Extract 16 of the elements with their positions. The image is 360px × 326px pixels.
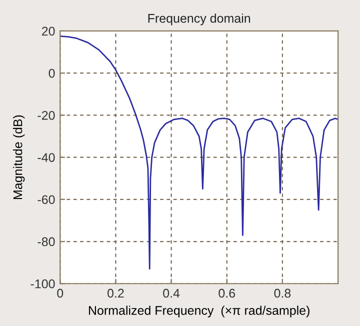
y-tick-label: -20 [38, 110, 55, 120]
y-axis-title: Magnitude (dB) [13, 115, 25, 199]
x-tick-label: 0 [57, 288, 64, 298]
x-tick-label: 0.6 [218, 288, 236, 298]
chart-title: Frequency domain [148, 14, 250, 26]
x-tick-label: 0.4 [163, 288, 180, 298]
y-tick-label: -80 [38, 237, 55, 246]
y-tick-label: -40 [38, 153, 55, 162]
y-tick-label: 0 [48, 68, 55, 78]
x-tick-label: 0.8 [274, 288, 291, 298]
x-axis-title: Normalized Frequency (×π rad/sample) [88, 306, 310, 318]
y-tick-label: -60 [38, 195, 55, 204]
y-tick-label: -100 [30, 279, 55, 288]
x-tick-label: 0.2 [108, 288, 124, 298]
line-series [60, 36, 338, 270]
y-tick-label: 20 [42, 26, 55, 36]
